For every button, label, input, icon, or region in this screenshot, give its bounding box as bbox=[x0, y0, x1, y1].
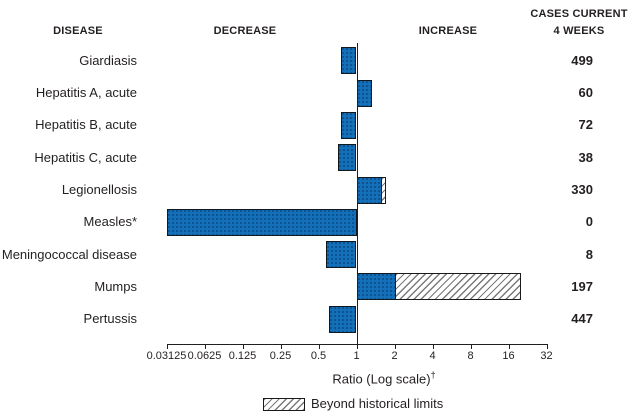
disease-label: Pertussis bbox=[83, 311, 137, 327]
x-axis-tick-label: 0.125 bbox=[228, 350, 257, 362]
x-axis-tick-label: 1 bbox=[353, 350, 360, 362]
column-header-cases-line1: CASES CURRENT bbox=[530, 8, 628, 20]
legend-label: Beyond historical limits bbox=[311, 396, 444, 411]
bar-increase bbox=[356, 79, 372, 107]
cases-current-value: 499 bbox=[571, 52, 593, 68]
x-axis-tick-label: 0.25 bbox=[269, 350, 292, 362]
x-axis-tick bbox=[508, 343, 510, 349]
x-axis-tick-label: 2 bbox=[391, 350, 398, 362]
x-axis-tick bbox=[394, 343, 396, 349]
beyond-historical-limits-swatch bbox=[263, 398, 305, 411]
column-header-increase: INCREASE bbox=[418, 25, 478, 37]
bar-increase bbox=[356, 176, 383, 204]
x-axis-tick-label: 0.03125 bbox=[146, 350, 187, 362]
cases-current-value: 60 bbox=[578, 85, 593, 101]
cases-current-value: 330 bbox=[571, 182, 593, 197]
bar-beyond-historical-limits bbox=[381, 176, 386, 204]
x-axis-tick-label: 32 bbox=[540, 350, 553, 362]
cases-current-value: 72 bbox=[578, 117, 593, 133]
x-axis-tick bbox=[242, 343, 244, 349]
disease-label: Hepatitis B, acute bbox=[35, 117, 137, 133]
x-axis-tick bbox=[470, 343, 472, 349]
x-axis-tick-label: 16 bbox=[502, 350, 515, 362]
disease-label: Hepatitis C, acute bbox=[34, 149, 137, 165]
bar-decrease bbox=[325, 241, 357, 269]
x-axis-tick bbox=[432, 343, 434, 349]
column-header-disease: DISEASE bbox=[53, 25, 103, 37]
bar-increase bbox=[356, 273, 396, 301]
cases-current-value: 197 bbox=[571, 278, 593, 294]
x-axis-tick-label: 0.5 bbox=[310, 350, 327, 362]
x-axis-tick bbox=[166, 343, 168, 349]
x-axis-tick-label: 4 bbox=[429, 350, 436, 362]
bar-decrease bbox=[341, 111, 357, 139]
disease-label: Meningococcal disease bbox=[1, 246, 137, 262]
cases-current-value: 0 bbox=[585, 214, 593, 230]
bar-beyond-historical-limits bbox=[394, 273, 521, 301]
cases-current-value: 38 bbox=[578, 149, 593, 165]
x-axis-tick bbox=[546, 343, 548, 349]
dagger-footnote-mark: † bbox=[430, 370, 436, 380]
column-header-decrease: DECREASE bbox=[213, 25, 277, 37]
bar-decrease bbox=[329, 305, 357, 333]
disease-label: Hepatitis A, acute bbox=[35, 85, 137, 101]
disease-label: Mumps bbox=[94, 278, 137, 294]
x-axis-label: Ratio (Log scale)† bbox=[332, 370, 436, 387]
column-header-cases: CASES CURRENT 4 WEEKS bbox=[516, 6, 642, 40]
x-axis-tick bbox=[318, 343, 320, 349]
bar-decrease bbox=[338, 144, 357, 172]
x-axis-tick-label: 8 bbox=[467, 350, 474, 362]
x-axis-tick-label: 0.0625 bbox=[187, 350, 222, 362]
cases-current-value: 447 bbox=[571, 311, 593, 327]
ratio-1-reference-line bbox=[356, 43, 358, 345]
cases-current-value: 8 bbox=[585, 246, 593, 262]
x-axis-tick bbox=[356, 343, 358, 349]
disease-label: Measles* bbox=[83, 214, 137, 230]
bar-decrease bbox=[341, 47, 357, 75]
disease-label: Giardiasis bbox=[79, 52, 137, 68]
x-axis-tick bbox=[204, 343, 206, 349]
disease-label: Legionellosis bbox=[61, 182, 137, 197]
bar-decrease bbox=[166, 208, 357, 236]
x-axis-tick bbox=[280, 343, 282, 349]
column-header-cases-line2: 4 WEEKS bbox=[553, 25, 605, 37]
